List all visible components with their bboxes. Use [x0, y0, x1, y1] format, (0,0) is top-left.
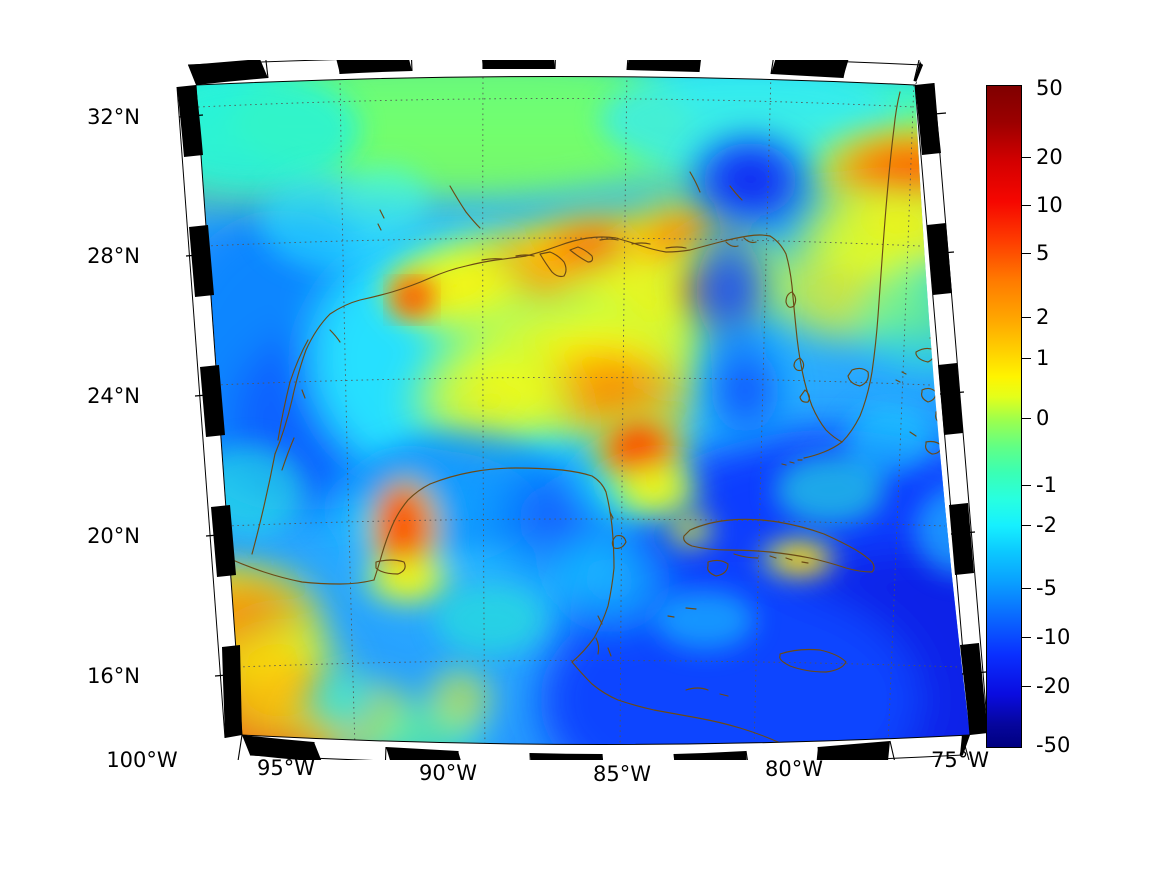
- colorbar-tick-mark: [1022, 484, 1031, 486]
- map-frame: [176, 60, 989, 760]
- colorbar-tick-mark: [1022, 686, 1031, 688]
- lat-tick-label-32N: 32°N: [87, 105, 140, 129]
- colorbar-tick-mark: [1022, 525, 1031, 527]
- colorbar-tick-mark: [1022, 156, 1031, 158]
- graticule: [197, 76, 961, 745]
- map-svg: [176, 60, 989, 760]
- lon-tick-label-95W: 95°W: [257, 756, 315, 780]
- colorbar-tick-mark: [1022, 418, 1031, 420]
- colorbar-tick-label-neg10: -10: [1036, 624, 1071, 649]
- colorbar[interactable]: 50 20 10 5 2 1 0 -1 -2 -5 -10 -20 -50: [986, 76, 1146, 757]
- coastlines: [196, 91, 970, 745]
- lat-tick-label-24N: 24°N: [87, 384, 140, 408]
- lon-tick-label-90W: 90°W: [419, 761, 477, 785]
- colorbar-tick-mark: [1022, 358, 1031, 360]
- lat-tick-label-16N: 16°N: [87, 664, 140, 688]
- colorbar-tick-label-neg5: -5: [1036, 575, 1057, 600]
- colorbar-tick-mark: [1022, 587, 1031, 589]
- scalar-field-raster: [196, 76, 970, 745]
- lon-tick-label-80W: 80°W: [765, 757, 823, 781]
- colorbar-tick-label-0: 0: [1036, 406, 1050, 431]
- colorbar-tick-label-neg20: -20: [1036, 674, 1071, 699]
- lon-tick-label-85W: 85°W: [593, 762, 651, 786]
- colorbar-tick-label-neg2: -2: [1036, 513, 1057, 538]
- colorbar-gradient: [986, 85, 1022, 748]
- colorbar-tick-mark: [1022, 205, 1031, 206]
- lat-tick-label-20N: 20°N: [87, 524, 140, 548]
- colorbar-tick-label-1: 1: [1036, 346, 1050, 371]
- colorbar-tick-label-neg50: -50: [1036, 732, 1071, 757]
- colorbar-tick-label-neg1: -1: [1036, 472, 1057, 497]
- colorbar-tick-label-5: 5: [1036, 240, 1050, 265]
- colorbar-tick-mark: [1022, 636, 1031, 638]
- colorbar-tick-label-50: 50: [1036, 76, 1063, 101]
- lon-tick-label-100W: 100°W: [106, 748, 178, 772]
- colorbar-tick-label-10: 10: [1036, 193, 1063, 217]
- lon-tick-label-75W: 75°W: [931, 748, 989, 772]
- lat-tick-label-28N: 28°N: [87, 244, 140, 268]
- map-plot-area[interactable]: [130, 60, 990, 760]
- colorbar-tick-label-20: 20: [1036, 144, 1063, 169]
- colorbar-tick-label-2: 2: [1036, 305, 1050, 330]
- colorbar-tick-mark: [1022, 317, 1031, 319]
- colorbar-tick-mark: [1022, 252, 1031, 254]
